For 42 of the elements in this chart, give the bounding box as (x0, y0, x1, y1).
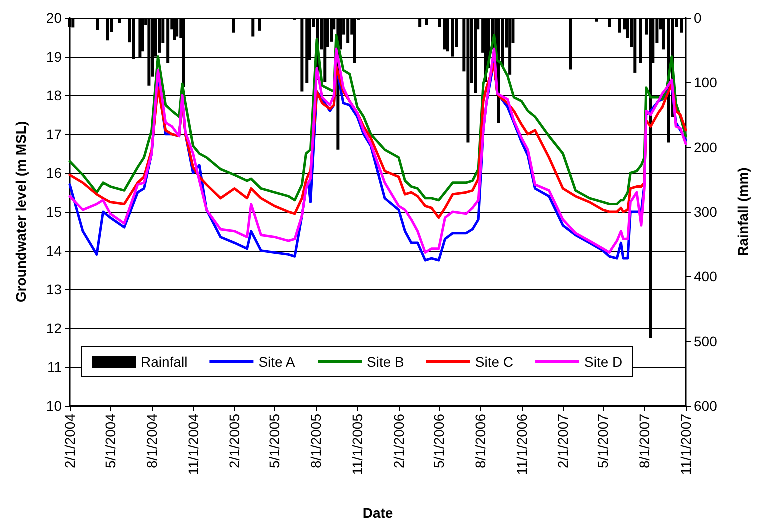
y-tick-label: 19 (46, 48, 62, 65)
y-tick-label: 12 (46, 320, 62, 336)
legend-label: Site A (258, 354, 296, 370)
y-tick-label: 20 (46, 10, 62, 26)
x-tick-label: 8/1/2004 (144, 414, 160, 468)
x-tick-label: 2/1/2004 (62, 414, 78, 468)
y-tick-label: 13 (46, 282, 62, 298)
x-tick-label: 2/1/2005 (226, 414, 243, 468)
x-tick-label: 2/1/2006 (390, 414, 407, 468)
y-tick-label: 18 (46, 88, 62, 104)
y-tick-label: 10 (46, 398, 62, 414)
y-tick-label: 16 (46, 165, 62, 182)
y2-tick-label: 600 (694, 398, 718, 414)
y2-tick-label: 300 (694, 204, 718, 220)
y2-axis-title: Rainfall (mm) (735, 168, 751, 256)
legend-label: Site C (475, 354, 514, 370)
y-tick-label: 11 (47, 359, 62, 376)
y-tick-label: 17 (46, 126, 62, 142)
x-tick-label: 11/1/2004 (185, 414, 202, 476)
x-tick-label: 8/1/2005 (308, 414, 324, 468)
legend-label: Site D (584, 354, 623, 370)
x-axis-title: Date (362, 505, 394, 521)
x-tick-label: 11/1/2007 (678, 414, 694, 476)
x-tick-label: 11/1/2005 (350, 414, 366, 476)
x-tick-label: 5/1/2006 (430, 414, 447, 468)
y2-tick-label: 100 (694, 74, 718, 91)
y-axis-title: Groundwater level (m MSL) (13, 121, 29, 303)
legend-label: Rainfall (141, 354, 188, 370)
x-tick-label: 11/1/2006 (514, 414, 530, 476)
x-tick-label: 2/1/2007 (555, 414, 572, 468)
x-tick-label: 8/1/2006 (472, 414, 488, 468)
y2-tick-label: 200 (694, 139, 718, 156)
y2-tick-label: 500 (694, 333, 718, 350)
y-tick-label: 15 (46, 204, 62, 220)
x-tick-label: 5/1/2004 (102, 414, 118, 468)
x-tick-label: 5/1/2005 (266, 414, 283, 468)
x-tick-label: 8/1/2007 (636, 414, 653, 468)
legend-label: Site B (367, 354, 404, 370)
y-tick-label: 14 (46, 242, 62, 259)
x-tick-label: 5/1/2007 (595, 414, 612, 468)
y2-tick-label: 0 (694, 10, 702, 26)
y2-tick-label: 400 (694, 268, 718, 285)
